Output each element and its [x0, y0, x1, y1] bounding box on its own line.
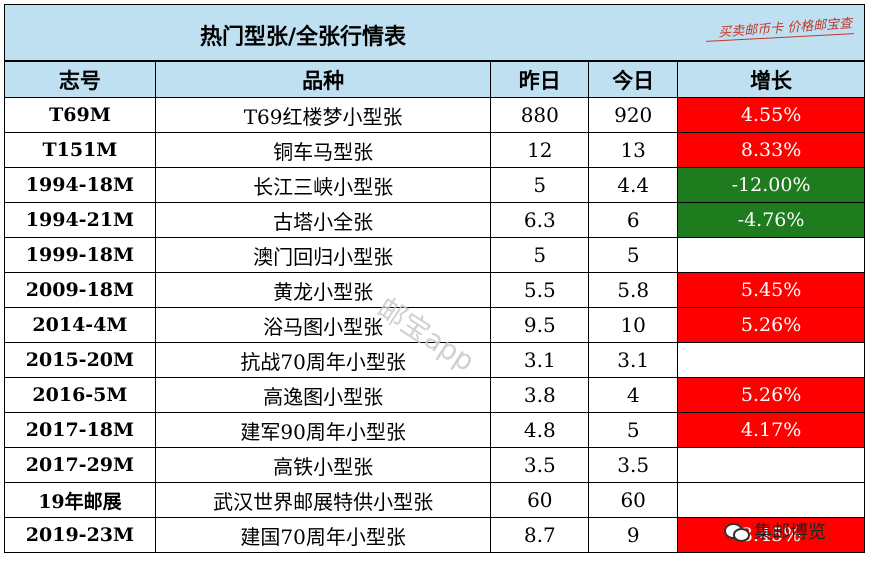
cell-name: T69红楼梦小型张	[154, 97, 492, 133]
cell-yesterday: 9.5	[490, 307, 590, 343]
cell-name: 浴马图小型张	[154, 307, 492, 343]
cell-name: 抗战70周年小型张	[154, 342, 492, 378]
cell-name: 长江三峡小型张	[154, 167, 492, 203]
cell-change: 5.45%	[677, 272, 865, 308]
cell-yesterday: 5	[490, 167, 590, 203]
cell-name: 武汉世界邮展特供小型张	[154, 482, 492, 518]
column-header-id: 志号	[4, 61, 156, 98]
cell-today: 13	[588, 132, 679, 168]
cell-today: 9	[588, 517, 679, 553]
table-row: T151M 铜车马型张 12 13 8.33%	[4, 132, 865, 168]
cell-id: 2009-18M	[4, 272, 156, 308]
price-table-frame: 热门型张/全张行情表 买卖邮币卡 价格邮宝查 志号 品种 昨日 今日 增长 T6…	[4, 4, 865, 565]
cell-change: -4.76%	[677, 202, 865, 238]
table-row: 19年邮展 武汉世界邮展特供小型张 60 60	[4, 482, 865, 518]
cell-id: 19年邮展	[4, 482, 156, 518]
cell-id: 2017-29M	[4, 447, 156, 483]
cell-change: 4.17%	[677, 412, 865, 448]
cell-yesterday: 880	[490, 97, 590, 133]
cell-yesterday: 6.3	[490, 202, 590, 238]
table-row: 2009-18M 黄龙小型张 5.5 5.8 5.45%	[4, 272, 865, 308]
cell-yesterday: 3.5	[490, 447, 590, 483]
cell-change	[677, 342, 865, 378]
cell-change: 8.33%	[677, 132, 865, 168]
footer-brand-label: 集邮博览	[754, 522, 826, 543]
cell-id: 2015-20M	[4, 342, 156, 378]
cell-name: 建国70周年小型张	[154, 517, 492, 553]
table-row: 2019-23M 建国70周年小型张 8.7 9 3.45%	[4, 517, 865, 553]
cell-today: 60	[588, 482, 679, 518]
cell-id: T69M	[4, 97, 156, 133]
cell-today: 4.4	[588, 167, 679, 203]
cell-yesterday: 60	[490, 482, 590, 518]
column-header-yesterday: 昨日	[490, 61, 590, 98]
cell-yesterday: 8.7	[490, 517, 590, 553]
cell-today: 920	[588, 97, 679, 133]
cell-yesterday: 3.1	[490, 342, 590, 378]
cell-today: 4	[588, 377, 679, 413]
cell-name: 建军90周年小型张	[154, 412, 492, 448]
table-row: 1994-21M 古塔小全张 6.3 6 -4.76%	[4, 202, 865, 238]
cell-id: 1994-18M	[4, 167, 156, 203]
cell-change: 5.26%	[677, 307, 865, 343]
table-row: 2015-20M 抗战70周年小型张 3.1 3.1	[4, 342, 865, 378]
footer-brand: 集邮博览	[724, 518, 826, 544]
cell-id: 2016-5M	[4, 377, 156, 413]
cell-today: 6	[588, 202, 679, 238]
cell-id: 2017-18M	[4, 412, 156, 448]
cell-id: T151M	[4, 132, 156, 168]
table-row: 2017-18M 建军90周年小型张 4.8 5 4.17%	[4, 412, 865, 448]
page-title: 热门型张/全张行情表	[200, 25, 407, 50]
cell-id: 1999-18M	[4, 237, 156, 273]
cell-today: 3.5	[588, 447, 679, 483]
cell-change: -12.00%	[677, 167, 865, 203]
cell-change: 5.26%	[677, 377, 865, 413]
cell-yesterday: 12	[490, 132, 590, 168]
title-bar: 热门型张/全张行情表 买卖邮币卡 价格邮宝查	[4, 4, 865, 61]
cell-today: 3.1	[588, 342, 679, 378]
cell-yesterday: 4.8	[490, 412, 590, 448]
cell-name: 高逸图小型张	[154, 377, 492, 413]
table-row: T69M T69红楼梦小型张 880 920 4.55%	[4, 97, 865, 133]
cell-today: 5	[588, 412, 679, 448]
table-row: 1994-18M 长江三峡小型张 5 4.4 -12.00%	[4, 167, 865, 203]
column-header-today: 今日	[588, 61, 679, 98]
cell-id: 1994-21M	[4, 202, 156, 238]
cell-yesterday: 3.8	[490, 377, 590, 413]
table-row: 2014-4M 浴马图小型张 9.5 10 5.26%	[4, 307, 865, 343]
cell-name: 古塔小全张	[154, 202, 492, 238]
table-row: 2016-5M 高逸图小型张 3.8 4 5.26%	[4, 377, 865, 413]
cell-change: 4.55%	[677, 97, 865, 133]
cell-change	[677, 447, 865, 483]
cell-change: 3.45%	[677, 517, 865, 553]
wechat-icon	[724, 521, 750, 542]
cell-id: 2019-23M	[4, 517, 156, 553]
cell-today: 5	[588, 237, 679, 273]
price-table: 志号 品种 昨日 今日 增长 T69M T69红楼梦小型张 880 920 4.55% T…	[4, 61, 865, 553]
table-row: 1999-18M 澳门回归小型张 5 5	[4, 237, 865, 273]
cell-today: 10	[588, 307, 679, 343]
table-header-row: 志号 品种 昨日 今日 增长	[4, 61, 865, 98]
cell-name: 黄龙小型张	[154, 272, 492, 308]
cell-name: 铜车马型张	[154, 132, 492, 168]
cell-change	[677, 482, 865, 518]
cell-id: 2014-4M	[4, 307, 156, 343]
column-header-change: 增长	[677, 61, 865, 98]
cell-name: 高铁小型张	[154, 447, 492, 483]
cell-change	[677, 237, 865, 273]
cell-yesterday: 5.5	[490, 272, 590, 308]
cell-yesterday: 5	[490, 237, 590, 273]
cell-today: 5.8	[588, 272, 679, 308]
column-header-name: 品种	[154, 61, 492, 98]
table-row: 2017-29M 高铁小型张 3.5 3.5	[4, 447, 865, 483]
cell-name: 澳门回归小型张	[154, 237, 492, 273]
